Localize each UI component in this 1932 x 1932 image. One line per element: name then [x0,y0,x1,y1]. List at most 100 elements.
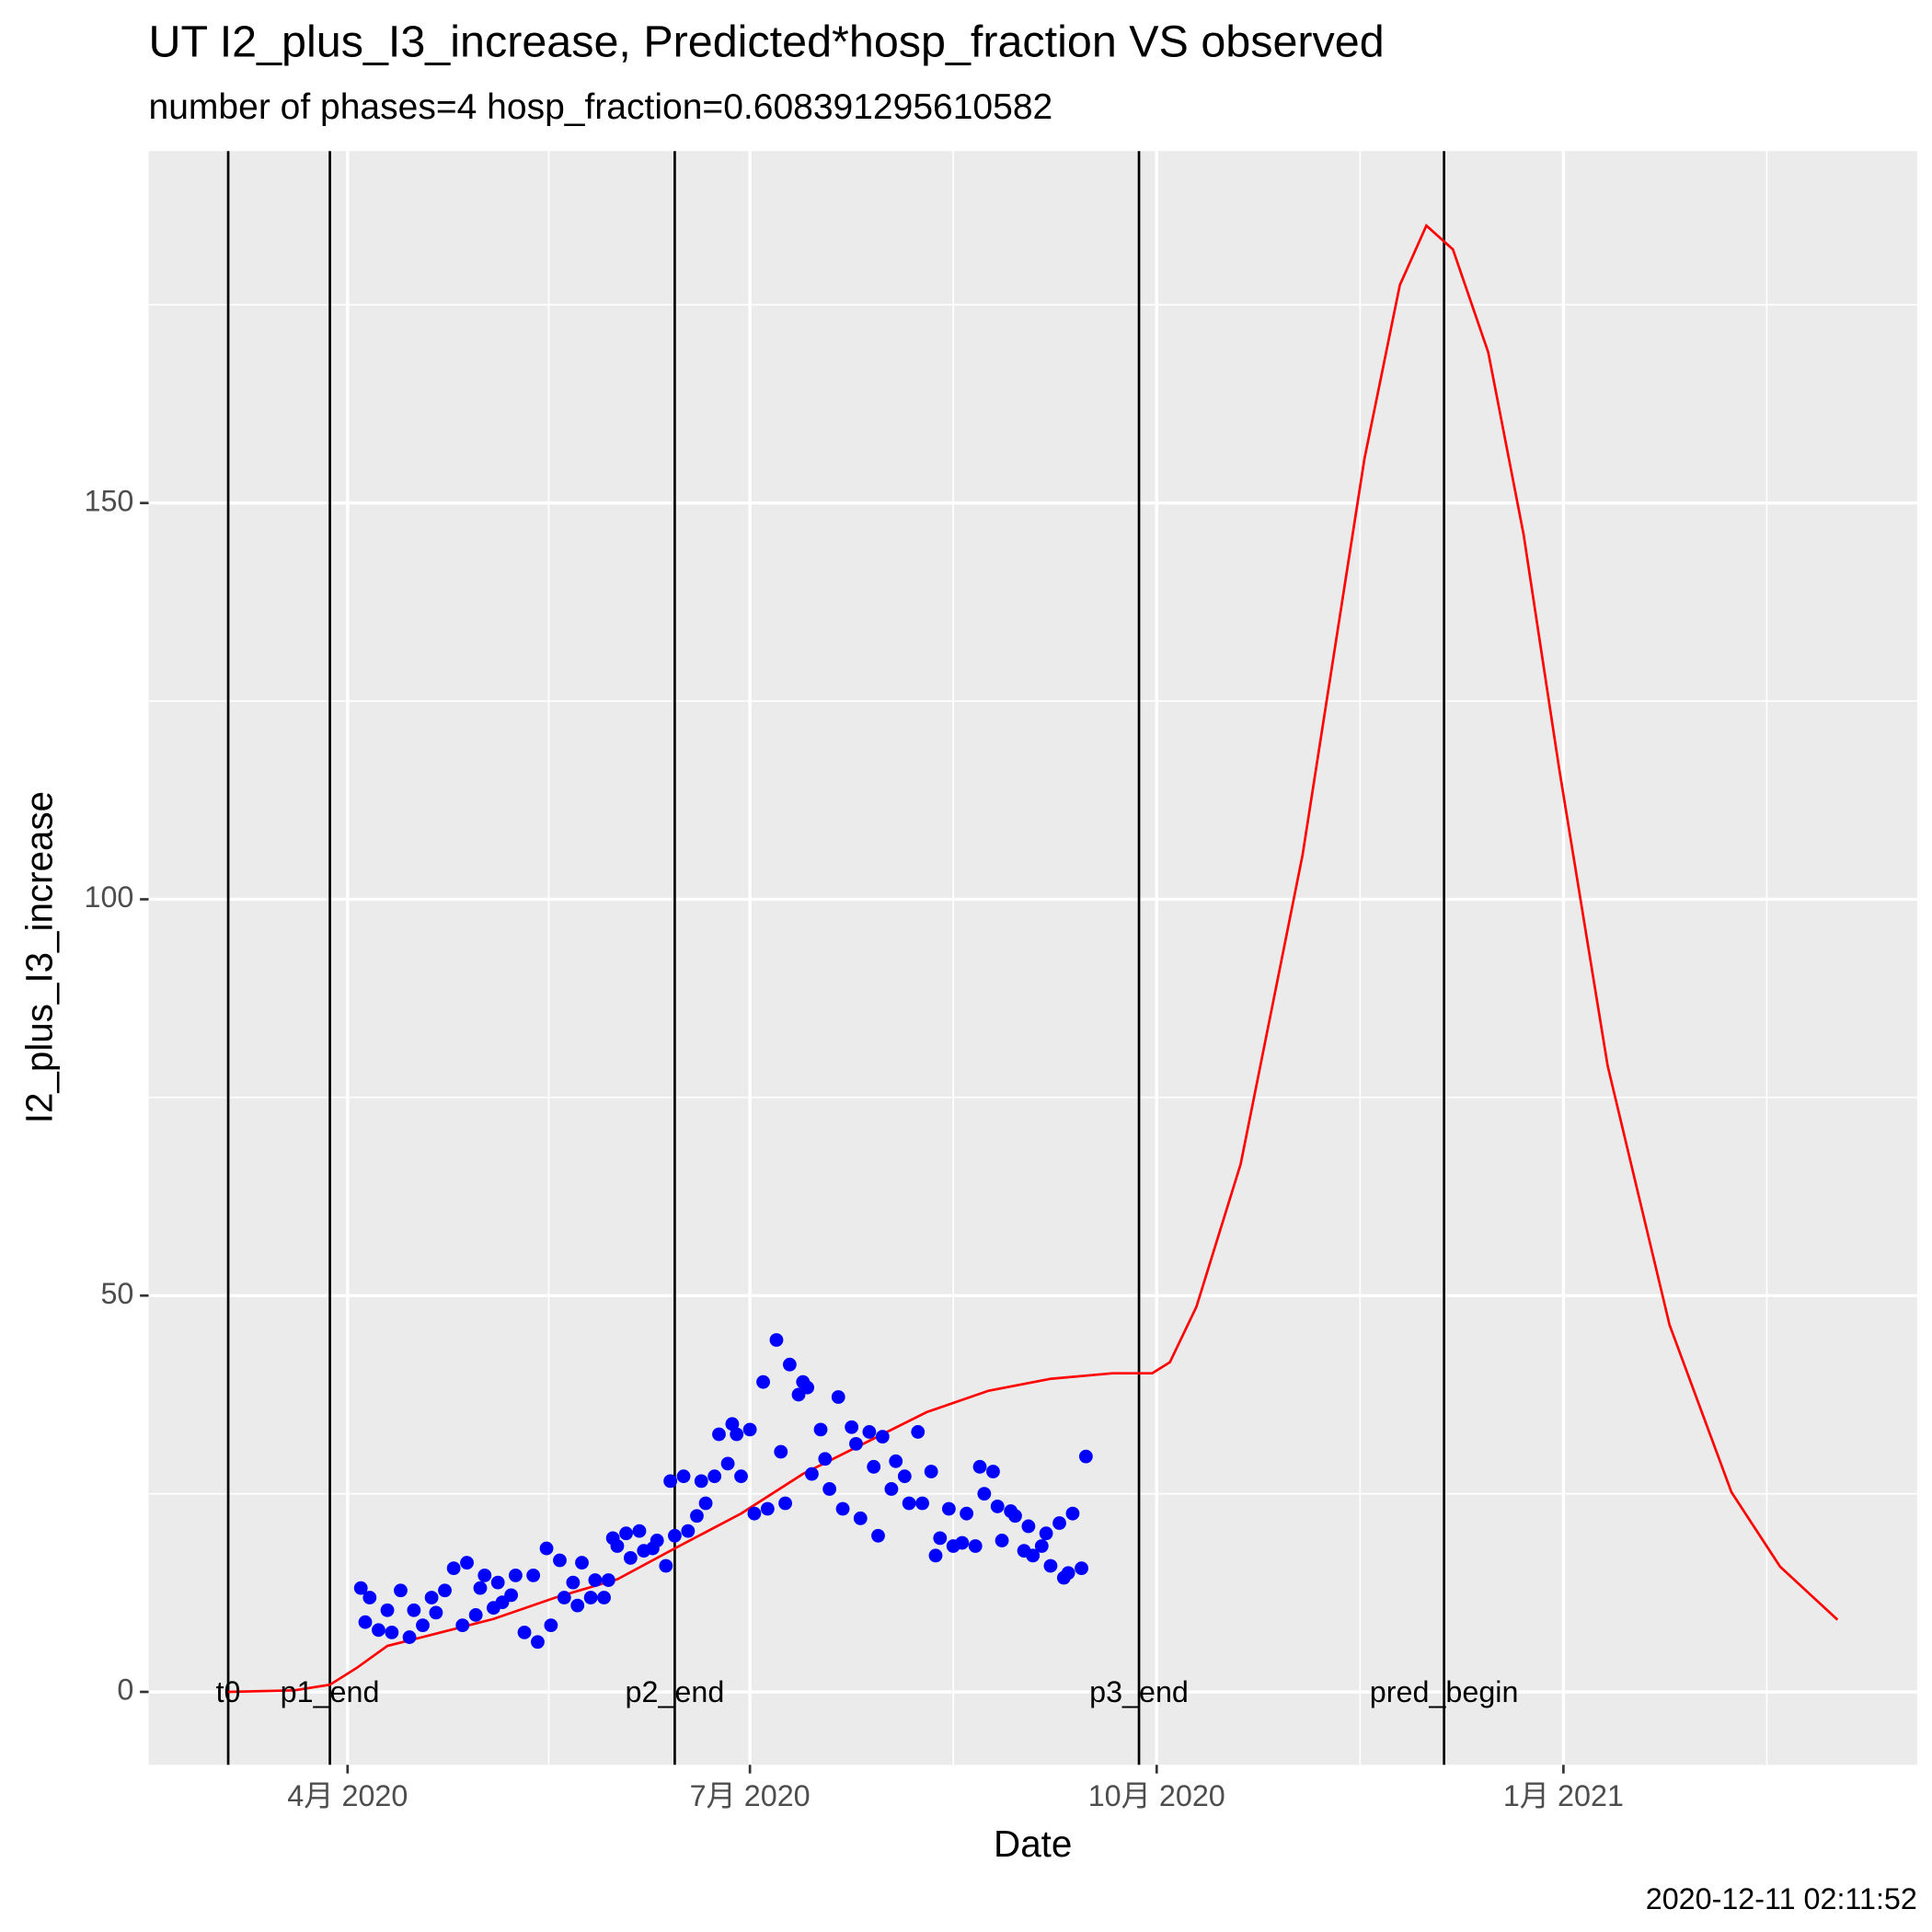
phase-label: p3_end [1089,1675,1189,1708]
observed-point [575,1556,589,1570]
observed-point [619,1526,633,1541]
observed-point [610,1539,625,1553]
observed-point [1075,1561,1088,1576]
observed-point [756,1374,770,1389]
x-tick-label: 7月 2020 [690,1779,811,1812]
phase-label: t0 [216,1675,241,1708]
phase-label: p2_end [626,1675,725,1708]
observed-point [394,1583,408,1598]
observed-point [822,1482,837,1496]
observed-point [720,1456,735,1471]
observed-point [601,1573,615,1587]
phase-label: p1_end [281,1675,380,1708]
observed-point [884,1482,899,1496]
observed-point [1065,1506,1080,1521]
observed-point [831,1390,845,1404]
observed-point [588,1573,603,1587]
observed-point [782,1357,797,1372]
observed-point [977,1487,992,1501]
observed-point [1061,1566,1075,1581]
observed-point [924,1465,938,1478]
observed-point [955,1535,970,1550]
observed-point [915,1496,929,1511]
x-tick-label: 4月 2020 [287,1779,408,1812]
observed-point [477,1568,492,1582]
grid [148,151,1917,1765]
observed-point [597,1591,611,1604]
phase-label: pred_begin [1370,1675,1519,1708]
observed-point [1008,1509,1022,1524]
observed-point [778,1496,792,1511]
observed-point [986,1465,1000,1478]
observed-point [676,1469,691,1484]
observed-point [972,1459,987,1474]
observed-point [362,1591,377,1604]
x-axis-label: Date [994,1823,1072,1865]
observed-point [659,1558,673,1573]
y-tick-label: 100 [84,880,133,914]
observed-point [867,1459,881,1474]
y-tick-label: 150 [84,484,133,517]
observed-point [774,1444,788,1459]
observed-point [875,1430,890,1444]
observed-point [650,1534,664,1547]
observed-point [805,1466,819,1481]
observed-point [460,1556,474,1570]
observed-point [835,1501,850,1516]
observed-point [690,1509,704,1524]
observed-point [800,1380,815,1395]
observed-point [707,1469,722,1484]
observed-point [358,1615,373,1629]
observed-point [1078,1449,1093,1464]
x-tick-label: 10月 2020 [1088,1779,1225,1812]
observed-point [490,1575,505,1590]
panel [148,151,1917,1765]
observed-point [902,1496,916,1511]
chart-title: UT I2_plus_I3_increase, Predicted*hosp_f… [149,17,1385,66]
observed-point [698,1496,713,1511]
observed-point [526,1568,541,1582]
observed-point [911,1425,926,1439]
observed-point [960,1506,974,1521]
y-tick-label: 0 [117,1673,133,1707]
observed-point [897,1469,912,1484]
observed-point [995,1534,1009,1547]
observed-point [473,1581,488,1595]
observed-point [849,1436,863,1451]
observed-point [531,1635,545,1650]
observed-point [845,1420,859,1434]
observed-point [853,1511,868,1525]
y-axis-label: I2_plus_I3_increase [17,791,60,1123]
observed-point [668,1528,682,1543]
observed-point [1039,1526,1053,1541]
observed-point [1026,1548,1041,1563]
y-tick-label: 50 [100,1277,133,1310]
observed-point [380,1603,395,1617]
observed-point [742,1422,757,1437]
observed-point [438,1583,452,1598]
observed-point [747,1506,762,1521]
observed-point [424,1591,439,1604]
observed-point [933,1531,948,1546]
observed-point [712,1427,726,1442]
observed-point [372,1623,385,1638]
observed-point [990,1500,1005,1513]
caption: 2020-12-11 02:11:52 [1646,1882,1917,1915]
observed-point [1043,1558,1058,1573]
observed-point [353,1581,368,1595]
observed-point [623,1551,638,1565]
observed-point [566,1575,581,1590]
observed-point [818,1452,833,1466]
observed-point [730,1427,744,1442]
observed-point [402,1630,417,1644]
observed-point [446,1561,461,1576]
observed-point [539,1541,554,1556]
observed-point [941,1501,956,1516]
observed-point [407,1603,421,1617]
x-tick-label: 1月 2021 [1503,1779,1624,1812]
observed-point [889,1454,903,1468]
observed-point [557,1591,571,1604]
observed-point [968,1539,983,1553]
